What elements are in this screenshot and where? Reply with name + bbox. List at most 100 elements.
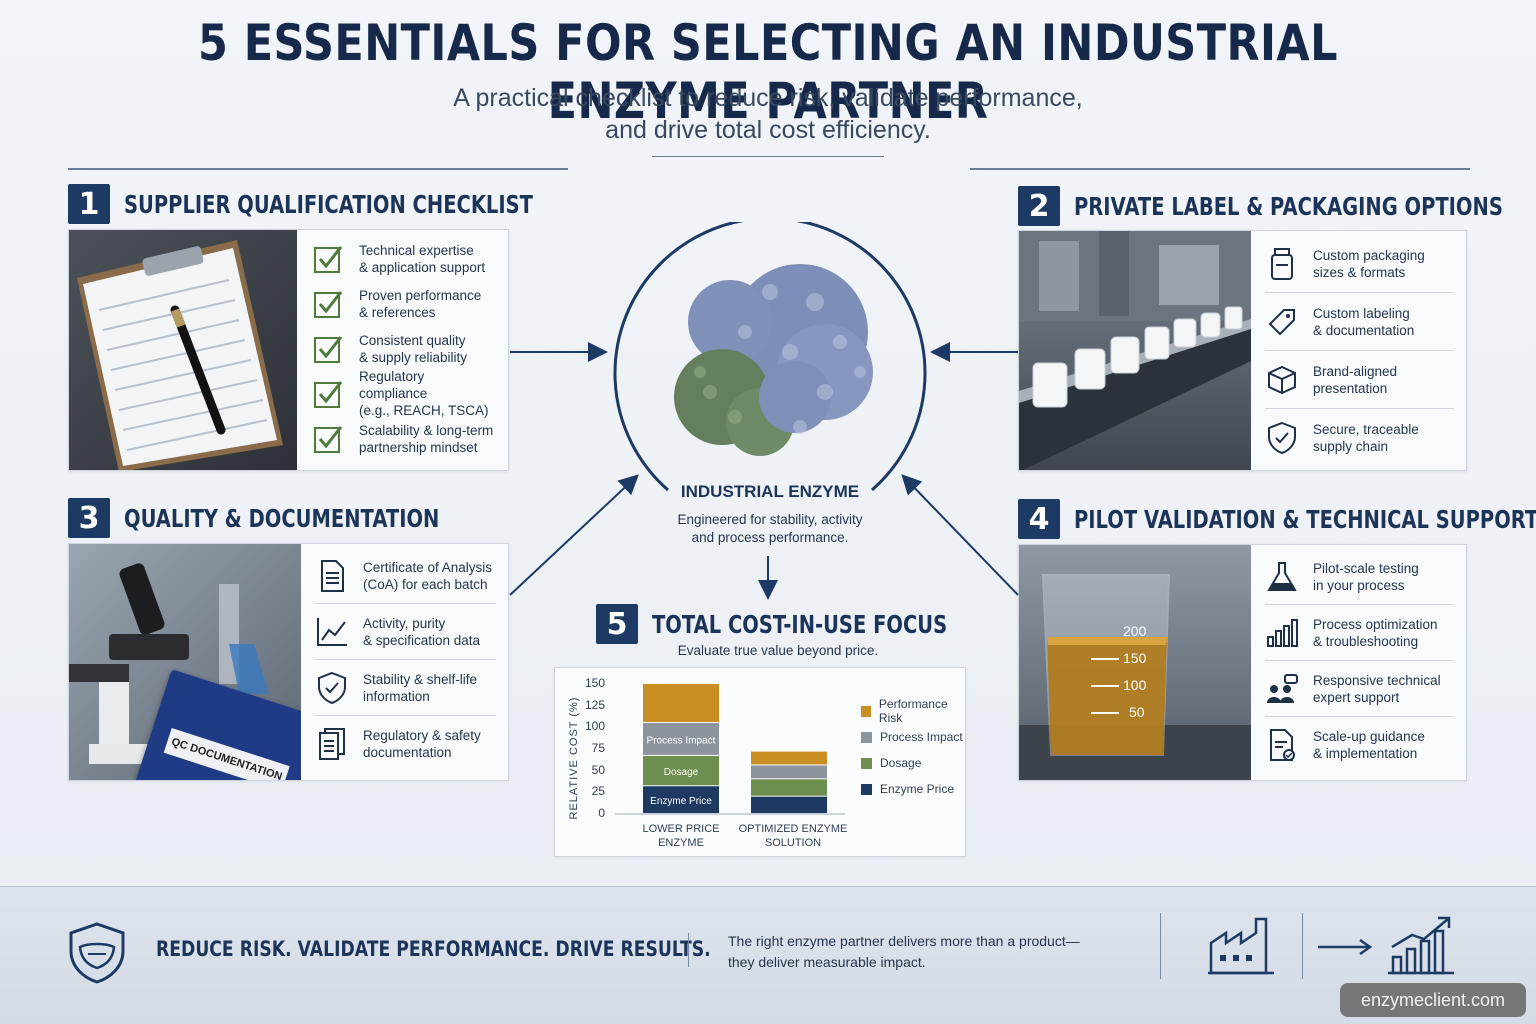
legend-label: Performance Risk [878, 697, 948, 725]
item-text: Scalability & long-term partnership mind… [359, 422, 494, 455]
item-text: Process optimization & troubleshooting [1313, 616, 1438, 649]
list-item: Scale-up guidance & implementation [1265, 717, 1454, 773]
chart-category-1: OPTIMIZED ENZYME SOLUTION [738, 823, 848, 849]
checkbox-icon [311, 242, 345, 276]
item-text: Responsive technical expert support [1313, 672, 1441, 705]
documents-icon [315, 727, 349, 761]
section-1-header: 1 SUPPLIER QUALIFICATION CHECKLIST [68, 184, 648, 224]
footer-message-line-2: they deliver measurable impact. [728, 954, 926, 970]
page-subtitle: A practical checklist to reduce risk, va… [0, 82, 1536, 146]
section-number: 3 [68, 498, 110, 538]
item-text: Proven performance & references [359, 287, 482, 320]
item-text: Technical expertise & application suppor… [359, 242, 486, 275]
section-3-header: 3 QUALITY & DOCUMENTATION [68, 498, 528, 538]
right-arrow-icon [1318, 938, 1373, 956]
item-text: Custom labeling & documentation [1313, 305, 1415, 338]
list-item: Certificate of Analysis (CoA) for each b… [315, 548, 496, 604]
section-number: 1 [68, 184, 110, 224]
checkbox-icon [311, 287, 345, 321]
legend-label: Process Impact [880, 730, 963, 744]
chart-ytick: 25 [591, 784, 605, 799]
item-text: Scale-up guidance & implementation [1313, 729, 1425, 761]
chart-category-0: LOWER PRICE ENZYME [642, 823, 720, 849]
section-2-header: 2 PRIVATE LABEL & PACKAGING OPTIONS [1018, 186, 1536, 226]
list-item: Scalability & long-term partnership mind… [311, 416, 496, 461]
list-item: Custom packaging sizes & formats [1265, 235, 1454, 293]
bar-segment-dosage [643, 755, 719, 786]
section-1-card: Technical expertise & application suppor… [68, 229, 509, 471]
section-5-subtitle: Evaluate true value beyond price. [677, 643, 879, 658]
document-icon [315, 559, 349, 593]
list-item: Consistent quality & supply reliability [311, 326, 496, 371]
section-5-header: 5 TOTAL COST-IN-USE FOCUS [596, 604, 1030, 644]
checkbox-icon [311, 422, 345, 456]
section-number: 2 [1018, 186, 1060, 226]
bar-segment-enzyme-price [751, 796, 827, 813]
item-text: Pilot-scale testing in your process [1313, 560, 1419, 593]
bar-segment-label: Process Impact [647, 735, 716, 746]
section-title: TOTAL COST-IN-USE FOCUS [652, 609, 948, 639]
cost-chart-card: RELATIVE COST (%) 150 125 100 75 50 25 0 Enzym… [554, 667, 966, 857]
page-title: 5 ESSENTIALS FOR SELECTING AN INDUSTRIAL… [198, 14, 1338, 130]
list-item: Regulatory compliance (e.g., REACH, TSCA… [311, 369, 496, 418]
bar-chart-icon [1265, 616, 1299, 650]
list-item: Pilot-scale testing in your process [1265, 549, 1454, 605]
chart-ytick: 125 [584, 697, 605, 712]
footer-banner: REDUCE RISK. VALIDATE PERFORMANCE. DRIVE… [0, 886, 1536, 1024]
section-3-card: QC DOCUMENTATION Certificate of Analysis… [68, 543, 509, 781]
legend-item: Process Impact [861, 724, 965, 750]
list-item: Responsive technical expert support [1265, 661, 1454, 717]
box-icon [1265, 363, 1299, 397]
chart-plot: Enzyme Price Dosage Process Impact [615, 684, 845, 815]
watermark: enzymeclient.com [1340, 983, 1526, 1017]
divider-center [652, 156, 884, 157]
line-chart-icon [315, 615, 349, 649]
list-item: Stability & shelf-life information [315, 660, 496, 716]
legend-item: Performance Risk [861, 697, 965, 725]
list-item: Activity, purity & specification data [315, 604, 496, 660]
tag-icon [1265, 305, 1299, 339]
arrow-from-section-4 [901, 474, 1019, 596]
beaker-photo: 200 150 100 50 [1019, 545, 1251, 780]
list-item: Technical expertise & application suppor… [311, 236, 496, 281]
bar-segment-performance-risk [751, 751, 827, 765]
enzyme-molecule-icon [674, 264, 873, 456]
legend-item: Enzyme Price [861, 776, 965, 802]
item-text: Regulatory & safety documentation [363, 728, 481, 760]
chart-ytick: 50 [591, 762, 605, 777]
beaker-mark-200: 200 [1123, 623, 1147, 639]
enzyme-desc-line-1: Engineered for stability, activity [677, 512, 863, 527]
list-item: Brand-aligned presentation [1265, 351, 1454, 409]
checklist-doc-icon [1265, 728, 1299, 762]
enzyme-description: Engineered for stability, activity and p… [610, 511, 930, 547]
footer-tagline: REDUCE RISK. VALIDATE PERFORMANCE. DRIVE… [156, 937, 711, 961]
bar-segment-enzyme-price [643, 786, 719, 813]
footer-divider-2 [1160, 913, 1161, 979]
chart-legend: Performance Risk Process Impact Dosage E… [861, 697, 965, 802]
list-item: Secure, traceable supply chain [1265, 409, 1454, 467]
section-title: SUPPLIER QUALIFICATION CHECKLIST [124, 189, 533, 219]
enzyme-circle [613, 222, 927, 492]
divider-right [970, 168, 1470, 170]
section-number: 4 [1018, 499, 1060, 539]
chart-ytick: 100 [584, 719, 605, 734]
bar-segment-process-impact [751, 765, 827, 779]
enzyme-label: INDUSTRIAL ENZYME [680, 482, 860, 501]
list-item: Regulatory & safety documentation [315, 716, 496, 772]
legend-label: Enzyme Price [880, 782, 955, 796]
beaker-mark-50: 50 [1129, 704, 1145, 720]
section-title: QUALITY & DOCUMENTATION [124, 503, 440, 533]
chart-yticks: 150 125 100 75 50 25 0 [555, 668, 609, 858]
bar-segment-label: Enzyme Price [650, 796, 712, 807]
item-text: Consistent quality & supply reliability [359, 332, 468, 365]
list-item: Process optimization & troubleshooting [1265, 605, 1454, 661]
footer-divider-3 [1302, 913, 1303, 979]
arrow-from-section-3 [509, 474, 639, 596]
bar-segment-process-impact [643, 723, 719, 755]
footer-divider-1 [688, 933, 689, 967]
growth-chart-icon [1388, 916, 1454, 975]
section-title: PILOT VALIDATION & TECHNICAL SUPPORT [1074, 504, 1536, 534]
lab-microscope-photo: QC DOCUMENTATION [69, 544, 301, 780]
section-4-header: 4 PILOT VALIDATION & TECHNICAL SUPPORT [1018, 499, 1536, 539]
subtitle-line-1: A practical checklist to reduce risk, va… [453, 84, 1083, 112]
